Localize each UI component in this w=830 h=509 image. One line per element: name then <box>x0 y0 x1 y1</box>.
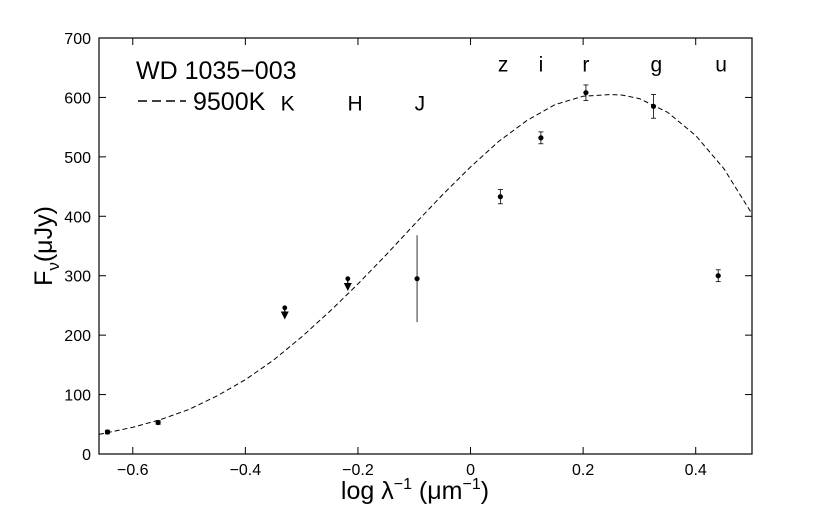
legend-model-label: 9500K <box>193 88 266 116</box>
x-axis-title: log λ−1 (μm−1) <box>341 476 489 505</box>
data-point <box>650 103 657 109</box>
model-curve-9500K <box>98 93 753 435</box>
x-tick-label: −0.6 <box>117 462 149 479</box>
y-tick-label: 400 <box>64 209 91 226</box>
band-label-i: i <box>539 54 544 77</box>
y-tick-label: 100 <box>64 388 91 405</box>
band-label-H: H <box>348 92 363 115</box>
x-tick-label: −0.4 <box>230 462 262 479</box>
y-tick-label: 300 <box>64 269 91 286</box>
data-point <box>583 90 589 96</box>
legend-object-name: WD 1035−003 <box>136 57 297 85</box>
y-tick-label: 0 <box>82 447 91 464</box>
y-tick-label: 200 <box>64 328 91 345</box>
x-tick-label: 0.2 <box>572 462 594 479</box>
band-label-r: r <box>582 54 589 77</box>
band-label-K: K <box>281 92 295 115</box>
upper-limit-arrowhead <box>343 282 352 291</box>
data-point <box>104 429 111 435</box>
x-tick-label: 0 <box>466 462 475 479</box>
band-label-z: z <box>498 54 509 77</box>
chart-marks: K H Jz i r g u <box>98 54 753 435</box>
y-tick-label: 500 <box>64 150 91 167</box>
x-tick-label: −0.2 <box>342 462 374 479</box>
legend: WD 1035−003 9500K <box>136 57 297 116</box>
data-point-j <box>414 276 420 282</box>
data-point <box>155 419 161 426</box>
y-tick-label: 700 <box>64 31 91 48</box>
data-point <box>497 194 503 200</box>
x-tick-label: 0.4 <box>685 462 707 479</box>
band-label-J: J <box>415 92 426 115</box>
y-axis-title: Fν(μJy) <box>30 206 63 286</box>
plot-area-frame <box>98 37 753 455</box>
data-point <box>538 135 544 141</box>
data-point <box>715 273 721 279</box>
band-label-u: u <box>715 54 727 77</box>
y-tick-label: 600 <box>64 90 91 107</box>
upper-limit-arrowhead <box>280 311 289 320</box>
band-label-g: g <box>650 54 662 77</box>
axis-ticks: −0.6 −0.4 −0.2 0 0.2 0.4 0 100 200 300 400 500 600 70… <box>64 31 752 479</box>
